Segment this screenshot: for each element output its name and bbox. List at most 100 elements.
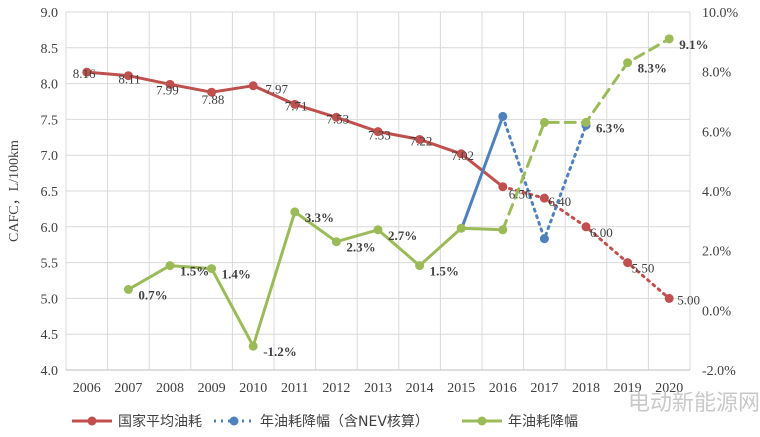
x-tick-label: 2015 xyxy=(447,381,475,396)
national-avg-data-label: 7.88 xyxy=(202,92,225,107)
series-national-avg-point xyxy=(331,112,341,122)
legend-item: 年油耗降幅 xyxy=(462,414,578,430)
x-tick-label: 2007 xyxy=(114,381,142,396)
national-avg-data-label: 8.16 xyxy=(73,66,96,81)
without-nev-data-label: 0.7% xyxy=(138,287,167,302)
series-without-nev-point xyxy=(248,341,258,351)
national-avg-data-label: 6.40 xyxy=(548,194,571,209)
without-nev-data-label: 2.7% xyxy=(388,228,417,243)
y-left-tick-label: 4.5 xyxy=(41,328,59,343)
legend-label: 年油耗降幅 xyxy=(508,414,578,430)
y-right-tick-label: -2.0% xyxy=(702,364,736,379)
x-tick-label: 2010 xyxy=(239,381,267,396)
series-national-avg-point xyxy=(415,134,425,144)
y-left-tick-label: 5.5 xyxy=(41,257,59,272)
legend-item: 年油耗降幅（含NEV核算） xyxy=(214,414,429,430)
x-tick-label: 2009 xyxy=(198,381,226,396)
series-national-avg-point xyxy=(498,182,508,192)
y-left-tick-label: 7.0 xyxy=(41,149,59,164)
series-national-avg-point xyxy=(290,99,300,109)
national-avg-data-label: 5.50 xyxy=(632,261,655,276)
legend-swatch-marker xyxy=(87,416,97,426)
y-right-tick-label: 2.0% xyxy=(702,245,732,260)
national-avg-data-label: 6.56 xyxy=(509,187,532,202)
series-without-nev-point xyxy=(123,284,133,294)
series-without-nev-point xyxy=(498,225,508,235)
without-nev-data-label: 9.1% xyxy=(679,37,708,52)
series-without-nev-point xyxy=(415,261,425,271)
gridlines xyxy=(65,11,691,371)
x-tick-label: 2018 xyxy=(572,381,600,396)
y-left-axis-title: CAFC，L/100km xyxy=(7,140,22,242)
y-right-tick-label: 0.0% xyxy=(702,304,732,319)
series-national-avg-point xyxy=(123,71,133,81)
without-nev-data-label: -1.2% xyxy=(263,344,297,359)
series-national-avg-point xyxy=(664,293,674,303)
series-with-nev-line xyxy=(459,114,505,232)
legend-label: 年油耗降幅（含NEV核算） xyxy=(260,414,429,430)
national-avg-data-label: 6.00 xyxy=(590,225,613,240)
series-with-nev-point xyxy=(498,111,508,121)
national-avg-data-label: 5.00 xyxy=(677,292,700,307)
y-right-tick-label: 10.0% xyxy=(702,6,739,21)
national-avg-data-label: 7.53 xyxy=(326,111,349,126)
series-layer xyxy=(82,34,674,351)
national-avg-data-label: 7.71 xyxy=(285,98,308,113)
series-national-avg-point xyxy=(373,127,383,137)
legend-swatch-marker xyxy=(229,416,239,426)
y-left-tick-label: 8.0 xyxy=(41,78,59,93)
y-right-tick-label: 4.0% xyxy=(702,185,732,200)
series-national-avg-point xyxy=(456,149,466,159)
series-with-nev-line-projected xyxy=(501,114,588,241)
without-nev-data-label: 6.3% xyxy=(596,120,625,135)
series-without-nev-point xyxy=(539,117,549,127)
national-avg-data-label: 7.97 xyxy=(265,82,288,97)
y-left-tick-label: 6.0 xyxy=(41,221,59,236)
watermark: 电动新能源网 xyxy=(628,391,760,416)
y-left-tick-label: 6.5 xyxy=(41,185,59,200)
series-without-nev-point xyxy=(623,58,633,68)
data-labels: 8.16 8.11 7.99 7.88 7.977.71 7.53 7.33 7.22 7.02… xyxy=(73,37,709,359)
without-nev-data-label: 3.3% xyxy=(305,210,334,225)
y-left-tick-label: 9.0 xyxy=(41,6,59,21)
national-avg-data-label: 7.33 xyxy=(368,128,391,143)
without-nev-data-label: 1.5% xyxy=(180,264,209,279)
series-without-nev-point xyxy=(290,207,300,217)
without-nev-data-label: 1.5% xyxy=(430,264,459,279)
legend-swatch-marker xyxy=(477,416,487,426)
x-tick-label: 2016 xyxy=(489,381,517,396)
national-avg-data-label: 7.02 xyxy=(451,148,474,163)
x-tick-label: 2013 xyxy=(364,381,392,396)
series-without-nev-point xyxy=(165,261,175,271)
y-left-tick-label: 8.5 xyxy=(41,42,59,57)
x-tick-label: 2014 xyxy=(406,381,434,396)
y-right-tick-label: 6.0% xyxy=(702,125,732,140)
series-without-nev-line xyxy=(126,210,505,348)
series-national-avg-point xyxy=(207,87,217,97)
x-tick-label: 2008 xyxy=(156,381,184,396)
legend: 国家平均油耗 年油耗降幅（含NEV核算） 年油耗降幅 xyxy=(72,413,578,430)
series-national-avg-point xyxy=(82,67,92,77)
series-national-avg-point xyxy=(581,222,591,232)
national-avg-data-label: 7.99 xyxy=(156,82,179,97)
series-without-nev-point xyxy=(664,34,674,44)
series-national-avg-line-projected xyxy=(501,185,671,300)
series-with-nev-point xyxy=(539,234,549,244)
y-left-tick-label: 7.5 xyxy=(41,113,59,128)
series-without-nev-point xyxy=(456,223,466,233)
series-national-avg-point xyxy=(165,79,175,89)
series-without-nev-point xyxy=(581,117,591,127)
series-without-nev-point xyxy=(207,264,217,274)
x-tick-label: 2011 xyxy=(281,381,308,396)
x-tick-label: 2012 xyxy=(322,381,350,396)
national-avg-data-label: 7.22 xyxy=(410,133,433,148)
legend-label: 国家平均油耗 xyxy=(118,413,202,430)
x-tick-label: 2017 xyxy=(530,381,558,396)
x-tick-label: 2006 xyxy=(73,381,101,396)
without-nev-data-label: 8.3% xyxy=(638,61,667,76)
series-national-avg-point xyxy=(623,258,633,268)
y-left-tick-label: 4.0 xyxy=(41,364,59,379)
series-national-avg-point xyxy=(539,193,549,203)
without-nev-data-label: 2.3% xyxy=(346,240,375,255)
